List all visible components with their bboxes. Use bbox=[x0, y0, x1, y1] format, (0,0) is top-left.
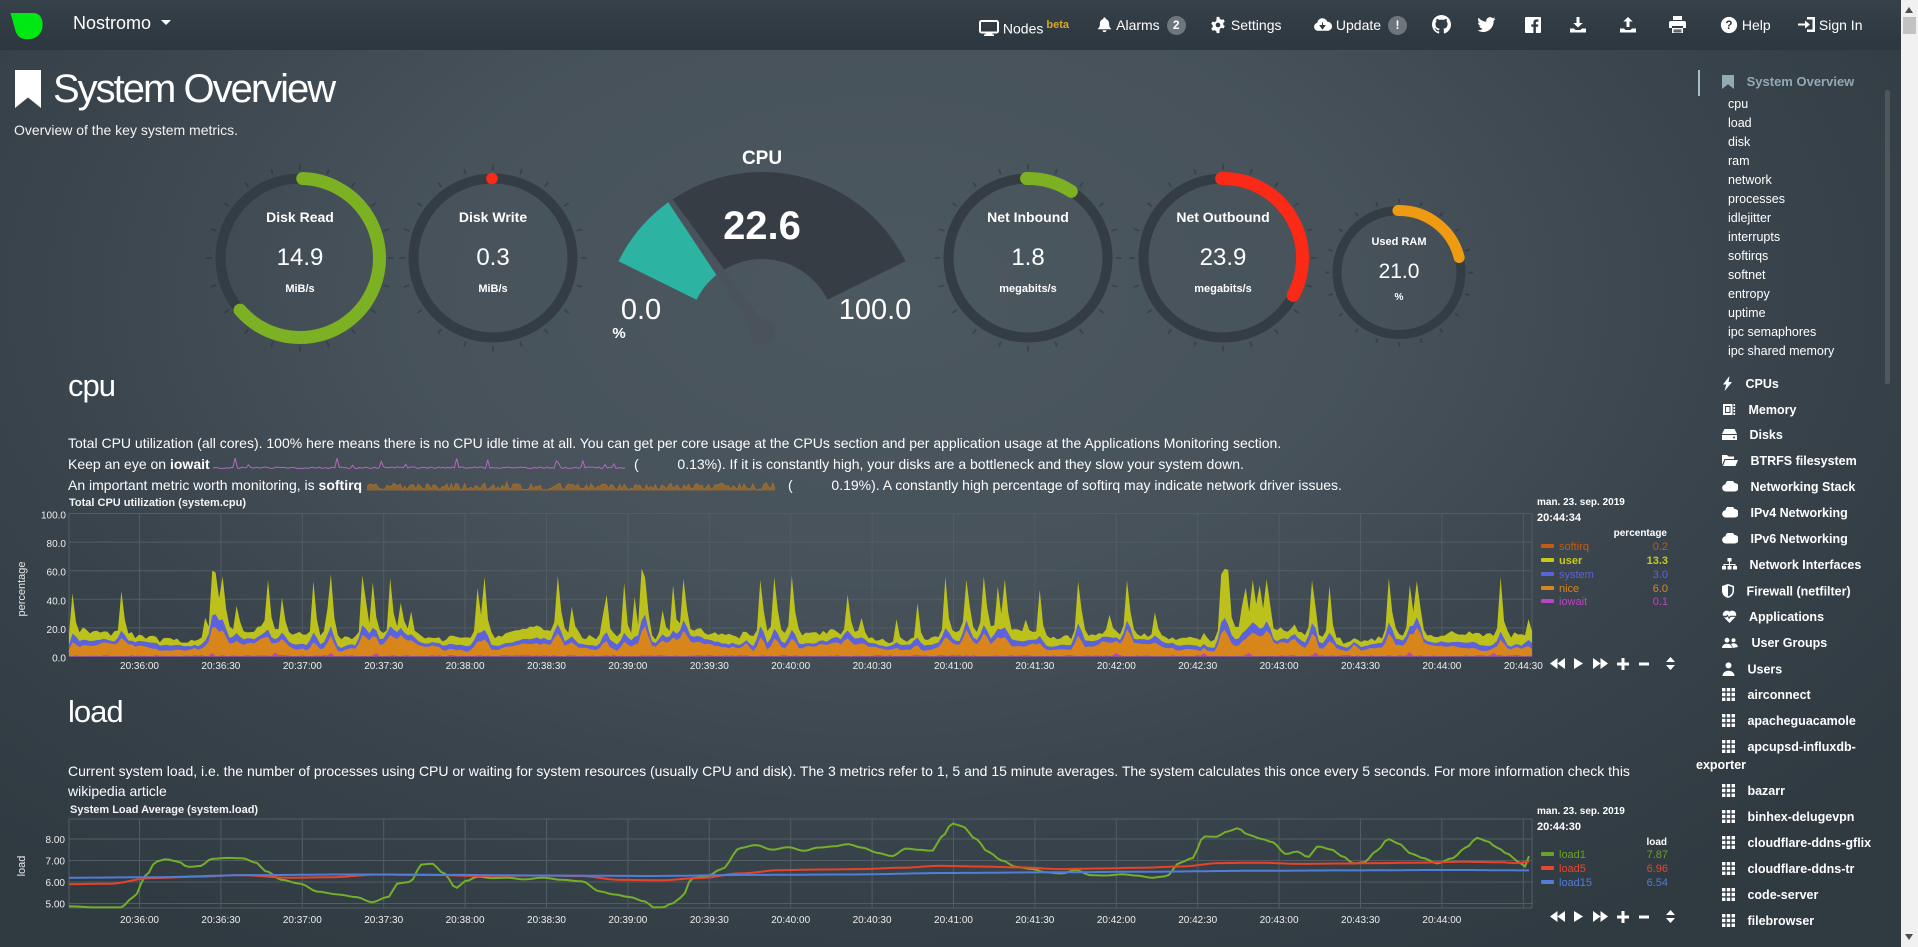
svg-text:100.0: 100.0 bbox=[41, 511, 66, 522]
svg-text:20:44:00: 20:44:00 bbox=[1422, 661, 1461, 672]
svg-text:20:36:00: 20:36:00 bbox=[120, 915, 159, 926]
svg-text:20:41:00: 20:41:00 bbox=[934, 915, 973, 926]
svg-text:20:37:30: 20:37:30 bbox=[364, 661, 403, 672]
svg-text:8.00: 8.00 bbox=[46, 835, 66, 846]
svg-text:20:39:30: 20:39:30 bbox=[690, 915, 729, 926]
svg-text:20:39:30: 20:39:30 bbox=[690, 661, 729, 672]
svg-text:20:39:00: 20:39:00 bbox=[608, 661, 647, 672]
svg-text:20:42:00: 20:42:00 bbox=[1097, 915, 1136, 926]
svg-text:6.00: 6.00 bbox=[46, 878, 66, 889]
svg-text:20:38:00: 20:38:00 bbox=[446, 661, 485, 672]
svg-text:20:43:30: 20:43:30 bbox=[1341, 661, 1380, 672]
svg-text:20:44:00: 20:44:00 bbox=[1422, 915, 1461, 926]
svg-text:20:36:30: 20:36:30 bbox=[201, 915, 240, 926]
svg-text:20:43:00: 20:43:00 bbox=[1260, 661, 1299, 672]
svg-text:20:38:30: 20:38:30 bbox=[527, 661, 566, 672]
svg-text:20:36:30: 20:36:30 bbox=[201, 661, 240, 672]
svg-text:20:40:00: 20:40:00 bbox=[771, 915, 810, 926]
svg-text:20:37:00: 20:37:00 bbox=[283, 915, 322, 926]
svg-text:20:41:00: 20:41:00 bbox=[934, 661, 973, 672]
svg-text:20:37:30: 20:37:30 bbox=[364, 915, 403, 926]
svg-text:60.0: 60.0 bbox=[47, 568, 67, 579]
svg-text:20:36:00: 20:36:00 bbox=[120, 661, 159, 672]
svg-text:20:38:30: 20:38:30 bbox=[527, 915, 566, 926]
svg-text:20:43:30: 20:43:30 bbox=[1341, 915, 1380, 926]
svg-text:20:40:30: 20:40:30 bbox=[853, 661, 892, 672]
svg-text:20:37:00: 20:37:00 bbox=[283, 661, 322, 672]
svg-text:20:41:30: 20:41:30 bbox=[1015, 915, 1054, 926]
svg-text:20:40:00: 20:40:00 bbox=[771, 661, 810, 672]
svg-text:20:42:30: 20:42:30 bbox=[1178, 915, 1217, 926]
svg-text:20:42:00: 20:42:00 bbox=[1097, 661, 1136, 672]
svg-text:20:42:30: 20:42:30 bbox=[1178, 661, 1217, 672]
svg-text:0.0: 0.0 bbox=[52, 654, 66, 665]
svg-text:20:40:30: 20:40:30 bbox=[853, 915, 892, 926]
svg-text:5.00: 5.00 bbox=[46, 900, 66, 911]
svg-text:20:43:00: 20:43:00 bbox=[1260, 915, 1299, 926]
svg-text:20.0: 20.0 bbox=[47, 625, 67, 636]
svg-text:20:44:30: 20:44:30 bbox=[1504, 661, 1543, 672]
svg-text:40.0: 40.0 bbox=[47, 596, 67, 607]
svg-text:20:41:30: 20:41:30 bbox=[1015, 661, 1054, 672]
svg-text:?: ? bbox=[1725, 19, 1732, 32]
svg-text:20:38:00: 20:38:00 bbox=[446, 915, 485, 926]
svg-text:80.0: 80.0 bbox=[47, 539, 67, 550]
svg-text:20:39:00: 20:39:00 bbox=[608, 915, 647, 926]
svg-text:7.00: 7.00 bbox=[46, 857, 66, 868]
